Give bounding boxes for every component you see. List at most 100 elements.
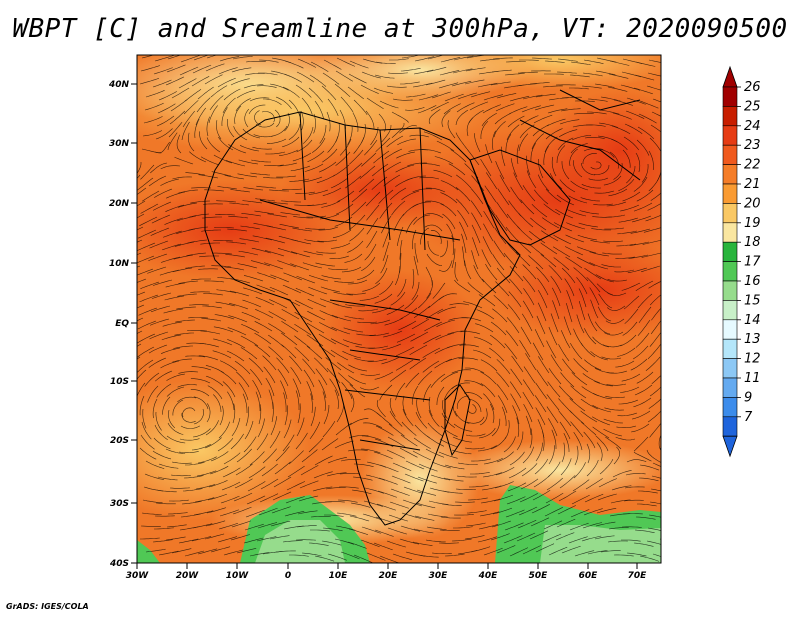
streamline (455, 109, 469, 126)
colorbar-label: 20 (744, 196, 761, 211)
streamline (227, 391, 235, 411)
streamline (198, 355, 219, 361)
streamline (637, 503, 657, 507)
streamline (261, 463, 278, 477)
streamline (155, 502, 176, 505)
streamline (516, 83, 537, 87)
streamline (336, 403, 344, 423)
streamline (292, 227, 313, 232)
streamline (362, 513, 382, 521)
streamline (420, 163, 441, 167)
streamline (318, 161, 337, 173)
streamline (359, 295, 380, 301)
streamline (622, 149, 631, 168)
streamline (580, 197, 601, 202)
colorbar-swatch (722, 300, 738, 321)
streamline (457, 210, 469, 228)
streamline (612, 112, 632, 120)
streamline (240, 335, 259, 347)
streamline (269, 286, 289, 296)
streamline (533, 114, 553, 124)
streamline (318, 379, 327, 399)
streamline (481, 249, 492, 268)
streamline (238, 382, 249, 401)
streamline (470, 546, 491, 553)
streamline (314, 455, 333, 466)
lon-label: 30W (126, 571, 150, 581)
streamline (505, 134, 512, 154)
streamline (214, 227, 235, 229)
streamline (246, 495, 266, 505)
streamline (268, 311, 287, 322)
streamline (529, 428, 533, 449)
streamline (351, 188, 368, 203)
streamline (194, 118, 200, 139)
streamline (243, 275, 264, 282)
streamline (356, 333, 377, 336)
streamline (376, 412, 393, 426)
streamline (479, 408, 488, 426)
streamline (205, 63, 225, 72)
lon-label: 30E (429, 571, 449, 581)
streamline (333, 291, 354, 296)
streamline (397, 138, 417, 146)
streamline (360, 448, 381, 454)
streamline (496, 451, 514, 463)
streamline (401, 512, 422, 519)
streamline (327, 135, 339, 153)
streamline (225, 254, 246, 258)
streamline (306, 334, 324, 347)
streamline (392, 553, 413, 560)
streamline (425, 187, 446, 193)
streamline (595, 321, 611, 335)
streamline (229, 303, 249, 310)
streamline (243, 287, 263, 295)
streamline (607, 292, 627, 296)
streamline (516, 532, 536, 542)
streamline (361, 152, 377, 167)
streamline (357, 321, 378, 323)
streamline (137, 177, 154, 191)
streamline (261, 111, 275, 123)
streamline (419, 177, 440, 180)
streamline (206, 507, 227, 514)
streamline (605, 395, 626, 398)
streamline (482, 236, 493, 255)
streamline (346, 292, 367, 295)
streamline (190, 378, 211, 384)
streamline (160, 347, 181, 354)
streamline (141, 512, 162, 515)
streamline (140, 434, 155, 450)
streamline (327, 553, 347, 561)
streamline (242, 393, 248, 413)
streamline (548, 368, 562, 385)
streamline (530, 142, 536, 163)
streamline (157, 476, 178, 481)
streamline (172, 358, 193, 363)
lon-label: 0 (285, 571, 291, 581)
streamline (268, 201, 289, 205)
streamline (288, 450, 304, 465)
streamline (530, 217, 547, 231)
streamline (588, 177, 609, 181)
streamline (250, 172, 271, 176)
streamline (188, 132, 195, 152)
streamline (319, 322, 338, 332)
colorbar-label: 15 (744, 293, 761, 308)
streamline (424, 213, 444, 219)
streamline (183, 100, 199, 115)
streamline (218, 421, 231, 439)
streamline (145, 90, 165, 98)
streamline (247, 481, 266, 492)
streamline (217, 77, 236, 88)
streamline (359, 165, 376, 180)
streamline (137, 317, 144, 322)
streamline (610, 499, 631, 504)
streamline (228, 315, 248, 323)
streamline (171, 461, 192, 464)
streamline (612, 470, 632, 478)
streamline (255, 296, 275, 306)
streamline (176, 134, 182, 154)
streamline (546, 394, 560, 411)
streamline (509, 547, 529, 557)
